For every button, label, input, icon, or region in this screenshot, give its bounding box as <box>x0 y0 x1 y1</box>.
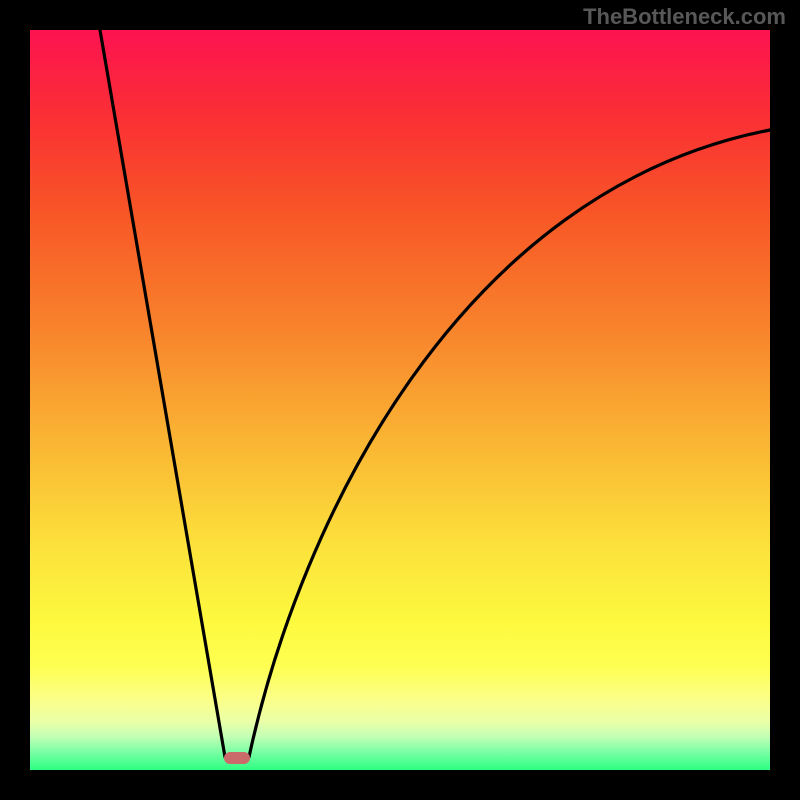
chart-container: TheBottleneck.com <box>0 0 800 800</box>
optimum-marker <box>224 752 250 764</box>
chart-svg <box>0 0 800 800</box>
watermark-text: TheBottleneck.com <box>583 4 786 30</box>
gradient-panel <box>30 30 770 770</box>
